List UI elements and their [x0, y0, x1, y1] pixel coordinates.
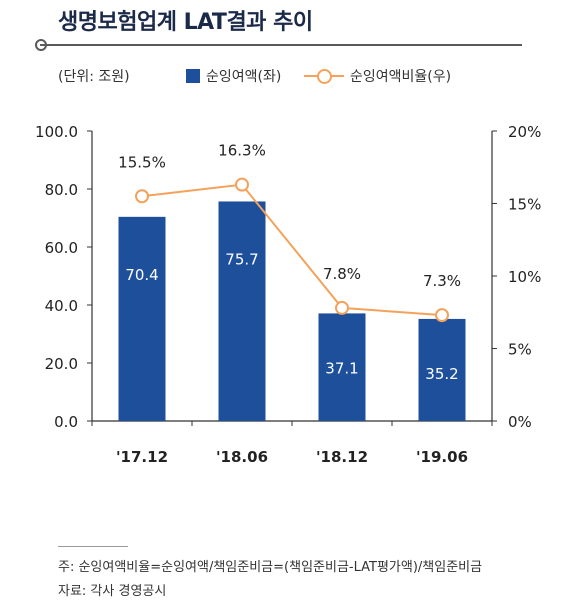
- bar: [318, 313, 366, 421]
- footnote-source: 자료: 각사 경영공시: [58, 584, 167, 599]
- footnote-divider: [58, 546, 128, 547]
- ratio-value-label: 7.3%: [423, 272, 461, 290]
- x-tick-label: '18.12: [316, 448, 368, 466]
- x-tick-label: '18.06: [216, 448, 268, 466]
- left-tick-label: 20.0: [45, 355, 78, 373]
- left-tick-label: 80.0: [45, 181, 78, 199]
- ratio-value-label: 15.5%: [118, 153, 166, 171]
- ratio-point: [235, 177, 249, 192]
- ratio-point: [135, 189, 149, 204]
- bar-value-label: 35.2: [425, 365, 458, 383]
- ratio-point: [335, 300, 349, 315]
- legend-bar-swatch: [186, 69, 200, 83]
- chart-title: 생명보험업계 LAT결과 추이: [58, 10, 313, 35]
- bar: [218, 201, 266, 421]
- x-tick-label: '17.12: [116, 448, 168, 466]
- right-tick-label: 5%: [508, 341, 532, 359]
- bar: [418, 318, 466, 421]
- legend-bar-label: 순잉여액(좌): [206, 69, 282, 85]
- title-divider: [40, 44, 522, 46]
- legend-bar-entry: 순잉여액(좌): [186, 66, 281, 86]
- right-tick-label: 15%: [508, 196, 541, 214]
- right-tick-label: 0%: [508, 413, 532, 431]
- left-tick-label: 100.0: [35, 123, 78, 141]
- right-tick-label: 20%: [508, 123, 541, 141]
- legend-line-entry: 순잉여액비율(우): [304, 66, 451, 86]
- bar-value-label: 37.1: [325, 359, 358, 377]
- legend-line-swatch: [304, 68, 344, 84]
- left-tick-label: 40.0: [45, 297, 78, 315]
- right-tick-label: 10%: [508, 268, 541, 286]
- x-tick-label: '19.06: [416, 448, 468, 466]
- combo-chart: 0.0 20.0 40.0 60.0 80.0 100.0 0% 5% 10% 15% 20% 70.…: [35, 123, 541, 466]
- left-tick-label: 0.0: [54, 413, 78, 431]
- bar-value-label: 75.7: [225, 250, 258, 268]
- bar: [118, 216, 166, 421]
- footnote-note: 주: 순잉여액비율=순잉여액/책임준비금=(책임준비금-LAT평가액)/책임준비…: [58, 560, 483, 575]
- ratio-value-label: 16.3%: [218, 142, 266, 160]
- left-tick-label: 60.0: [45, 239, 78, 257]
- ratio-point: [435, 308, 449, 323]
- ratio-value-label: 7.8%: [323, 265, 361, 283]
- bar-value-label: 70.4: [125, 266, 158, 284]
- legend-line-label: 순잉여액비율(우): [350, 69, 452, 85]
- ratio-line: [141, 183, 443, 317]
- unit-label: (단위: 조원): [58, 69, 130, 85]
